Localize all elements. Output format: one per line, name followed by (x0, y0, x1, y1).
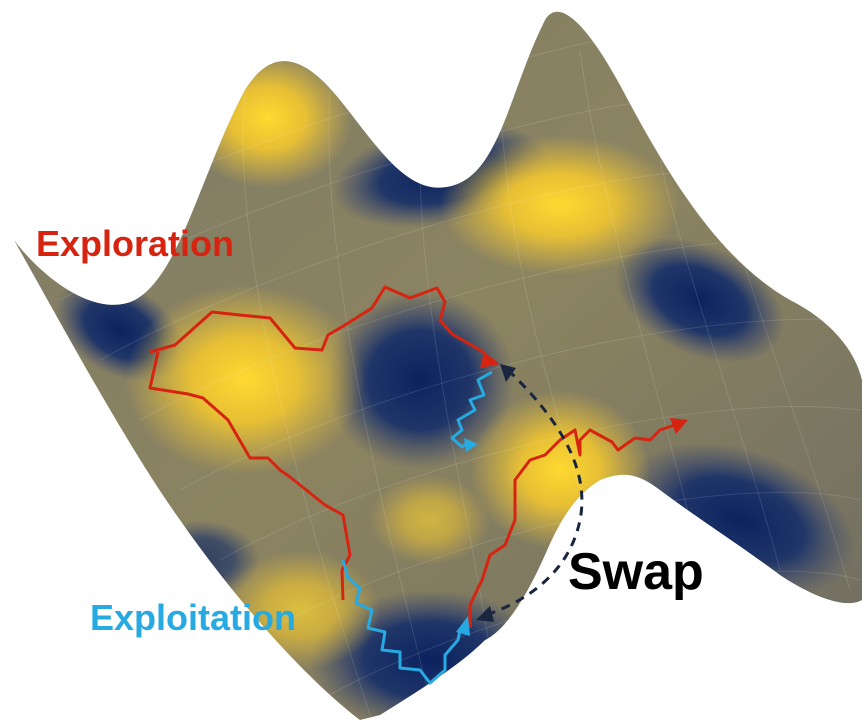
swap-label: Swap (568, 543, 704, 601)
exploitation-arrowhead-2 (456, 616, 470, 636)
exploration-path (148, 285, 493, 601)
exploitation-path-2 (341, 559, 462, 685)
exploration-path-2 (468, 423, 676, 628)
swap-arrowhead-bottom (476, 606, 494, 622)
exploitation-label: Exploitation (90, 597, 296, 638)
exploration-label: Exploration (36, 223, 235, 264)
swap-arrowhead-top (500, 364, 516, 382)
exploitation-path-1 (450, 370, 493, 449)
exploration-arrowhead-2 (670, 418, 688, 434)
surface-cutout (571, 479, 760, 615)
exploration-arrowhead-1 (480, 352, 500, 368)
exploitation-arrowhead-1 (464, 438, 478, 452)
